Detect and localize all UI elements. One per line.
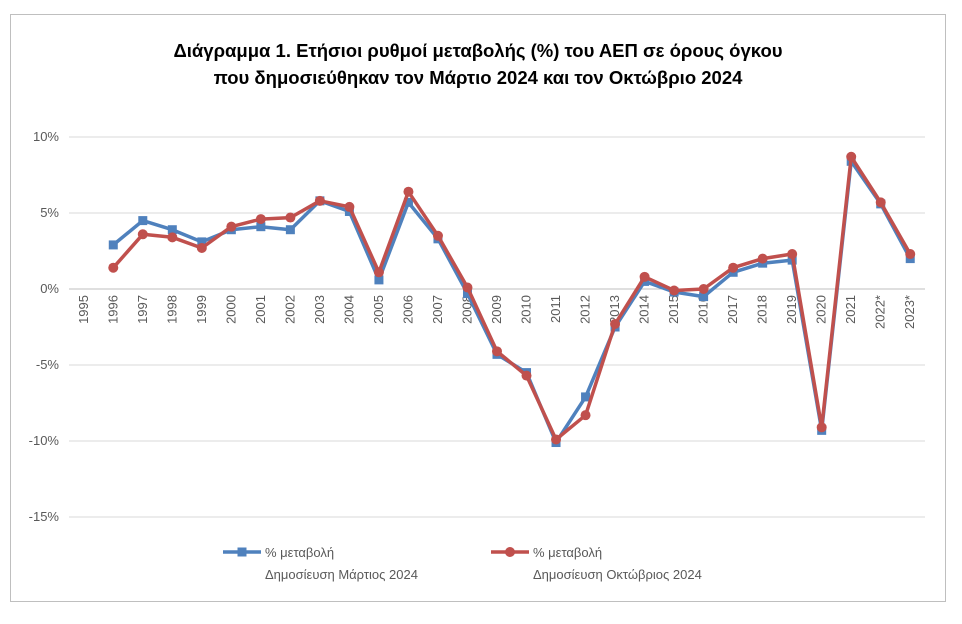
data-point <box>285 212 296 223</box>
data-point <box>462 289 472 299</box>
data-point <box>285 225 295 235</box>
y-tick-label: -5% <box>36 357 60 372</box>
data-point <box>581 392 591 402</box>
data-point <box>403 186 414 197</box>
series-2 <box>108 151 916 445</box>
chart-title: Διάγραμμα 1. Ετήσιοι ρυθμοί μεταβολής (%… <box>11 37 945 91</box>
data-point <box>905 249 916 260</box>
series-layer <box>108 151 916 448</box>
x-tick-label: 2023* <box>902 295 917 329</box>
data-point <box>167 232 178 243</box>
data-point <box>521 370 532 381</box>
y-tick-label: 10% <box>33 129 59 144</box>
data-point <box>610 318 621 329</box>
y-tick-label: -15% <box>29 509 60 524</box>
legend-marker <box>505 547 515 557</box>
x-tick-label: 2010 <box>519 295 534 324</box>
legend-item: % μεταβολή Δημοσίευση Οκτώβριος 2024 <box>491 545 702 582</box>
data-point <box>699 292 709 302</box>
data-point <box>167 225 177 235</box>
x-axis-tick-labels: 1995 1996 1997 1998 1999 2000 2001 2002 2003 2004… <box>76 295 917 329</box>
y-axis-tick-labels: 10% 5% 0% -5% -10% -15% <box>29 129 60 524</box>
data-point <box>757 253 768 264</box>
x-tick-label: 2015 <box>666 295 681 324</box>
data-point <box>255 214 266 225</box>
x-tick-label: 2012 <box>578 295 593 324</box>
x-tick-label: 2020 <box>814 295 829 324</box>
gridlines <box>69 136 925 518</box>
data-point <box>196 242 207 253</box>
data-point <box>639 271 650 282</box>
chart-title-line-1: Διάγραμμα 1. Ετήσιοι ρυθμοί μεταβολής (%… <box>173 40 783 61</box>
data-point <box>669 285 680 296</box>
x-tick-label: 2011 <box>548 295 563 323</box>
data-point <box>551 434 562 445</box>
x-tick-label: 2014 <box>637 295 652 324</box>
x-tick-label: 2007 <box>430 295 445 324</box>
data-point <box>492 346 502 357</box>
data-point <box>108 262 119 273</box>
chart-frame: Διάγραμμα 1. Ετήσιοι ρυθμοί μεταβολής (%… <box>10 14 946 602</box>
data-point <box>403 197 413 207</box>
data-point <box>846 151 857 162</box>
x-tick-label: 2006 <box>400 295 415 324</box>
data-point <box>314 195 325 206</box>
data-point <box>787 249 798 260</box>
data-point <box>373 267 384 278</box>
x-tick-label: 2019 <box>784 295 799 324</box>
data-point <box>137 229 148 240</box>
data-point <box>344 201 355 212</box>
x-tick-label: 2021 <box>843 295 858 324</box>
x-tick-label: 2017 <box>725 295 740 324</box>
data-point <box>108 240 118 250</box>
x-tick-label: 1997 <box>135 295 150 324</box>
data-point <box>875 197 886 208</box>
x-tick-label: 2018 <box>755 295 770 324</box>
data-point <box>462 282 473 293</box>
x-tick-label: 1995 <box>76 295 91 324</box>
data-point <box>816 422 827 433</box>
chart-title-line-2: που δημοσιεύθηκαν τον Μάρτιο 2024 και το… <box>213 67 743 88</box>
data-point <box>226 221 237 232</box>
legend-label-line-2: Δημοσίευση Μάρτιος 2024 <box>265 567 418 582</box>
x-tick-label: 2002 <box>282 295 297 324</box>
data-point <box>432 230 443 241</box>
data-point <box>580 410 591 421</box>
x-tick-label: 2016 <box>696 295 711 324</box>
y-tick-label: 5% <box>40 205 59 220</box>
x-tick-label: 1996 <box>105 295 120 324</box>
x-tick-label: 1998 <box>164 295 179 324</box>
y-tick-label: 0% <box>40 281 59 296</box>
y-tick-label: -10% <box>29 433 60 448</box>
line-chart: 10% 5% 0% -5% -10% -15% 1995 1996 1997 1998 1999 2… <box>29 129 925 582</box>
x-tick-label: 2004 <box>341 295 356 324</box>
x-tick-label: 2001 <box>253 295 268 324</box>
data-point <box>256 222 266 232</box>
data-point <box>698 284 709 294</box>
legend-label-line-1: % μεταβολή <box>265 545 334 560</box>
data-point <box>197 237 207 247</box>
x-tick-label: 2003 <box>312 295 327 324</box>
data-point <box>138 216 148 226</box>
legend-label-line-2: Δημοσίευση Οκτώβριος 2024 <box>533 567 702 582</box>
x-tick-label: 2022* <box>873 295 888 329</box>
legend-item: % μεταβολή Δημοσίευση Μάρτιος 2024 <box>223 545 418 582</box>
data-point <box>374 275 384 285</box>
legend-label-line-1: % μεταβολή <box>533 545 602 560</box>
x-tick-label: 2005 <box>371 295 386 324</box>
data-point <box>728 262 739 273</box>
x-tick-label: 1999 <box>194 295 209 324</box>
legend-marker <box>237 547 247 557</box>
x-tick-label: 2000 <box>223 295 238 324</box>
x-tick-label: 2009 <box>489 295 504 324</box>
series-line <box>111 155 912 442</box>
